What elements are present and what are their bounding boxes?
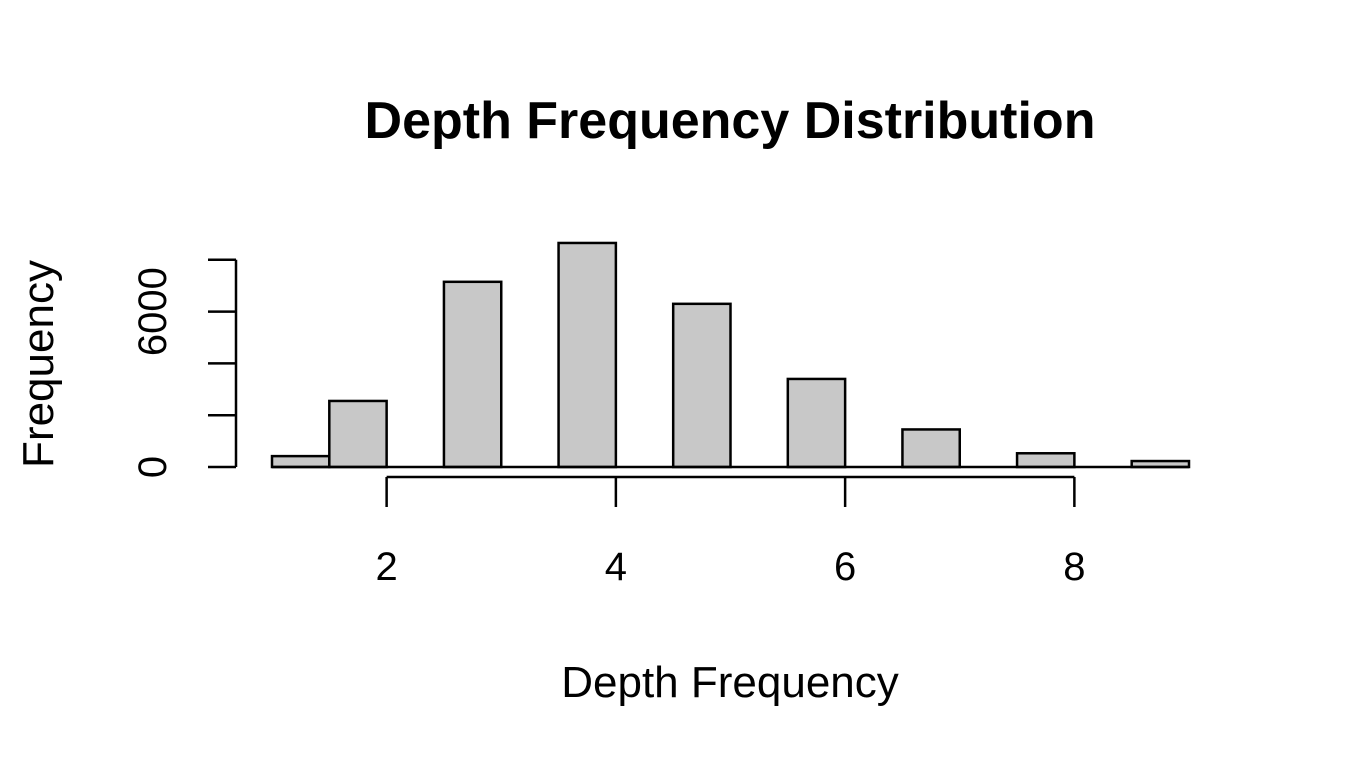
chart-title: Depth Frequency Distribution: [365, 92, 1096, 150]
histogram-bar: [786, 377, 847, 469]
x-tick-label: 6: [834, 545, 856, 589]
y-axis: 0 6000: [131, 258, 238, 478]
x-axis: 2 4 6 8: [376, 475, 1086, 589]
histogram-bar: [442, 280, 503, 469]
x-tick-label: 4: [605, 545, 627, 589]
y-tick-label: 6000: [131, 267, 175, 356]
histogram-bar: [557, 241, 618, 469]
y-tick-label: 0: [131, 456, 175, 478]
histogram-bar: [1015, 452, 1076, 469]
y-axis-label: Frequency: [14, 260, 63, 468]
x-tick-label: 2: [376, 545, 398, 589]
histogram-bar: [901, 428, 961, 469]
x-axis-label: Depth Frequency: [561, 658, 899, 707]
histogram-bar: [270, 454, 331, 469]
x-tick-label: 8: [1063, 545, 1085, 589]
bars-group: [270, 241, 1191, 469]
histogram-bar: [328, 399, 388, 469]
histogram-bar: [671, 302, 732, 469]
